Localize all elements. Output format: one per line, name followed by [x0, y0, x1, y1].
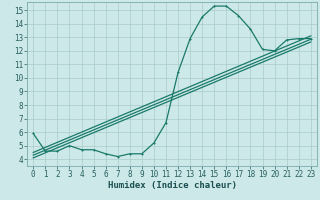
X-axis label: Humidex (Indice chaleur): Humidex (Indice chaleur): [108, 181, 236, 190]
